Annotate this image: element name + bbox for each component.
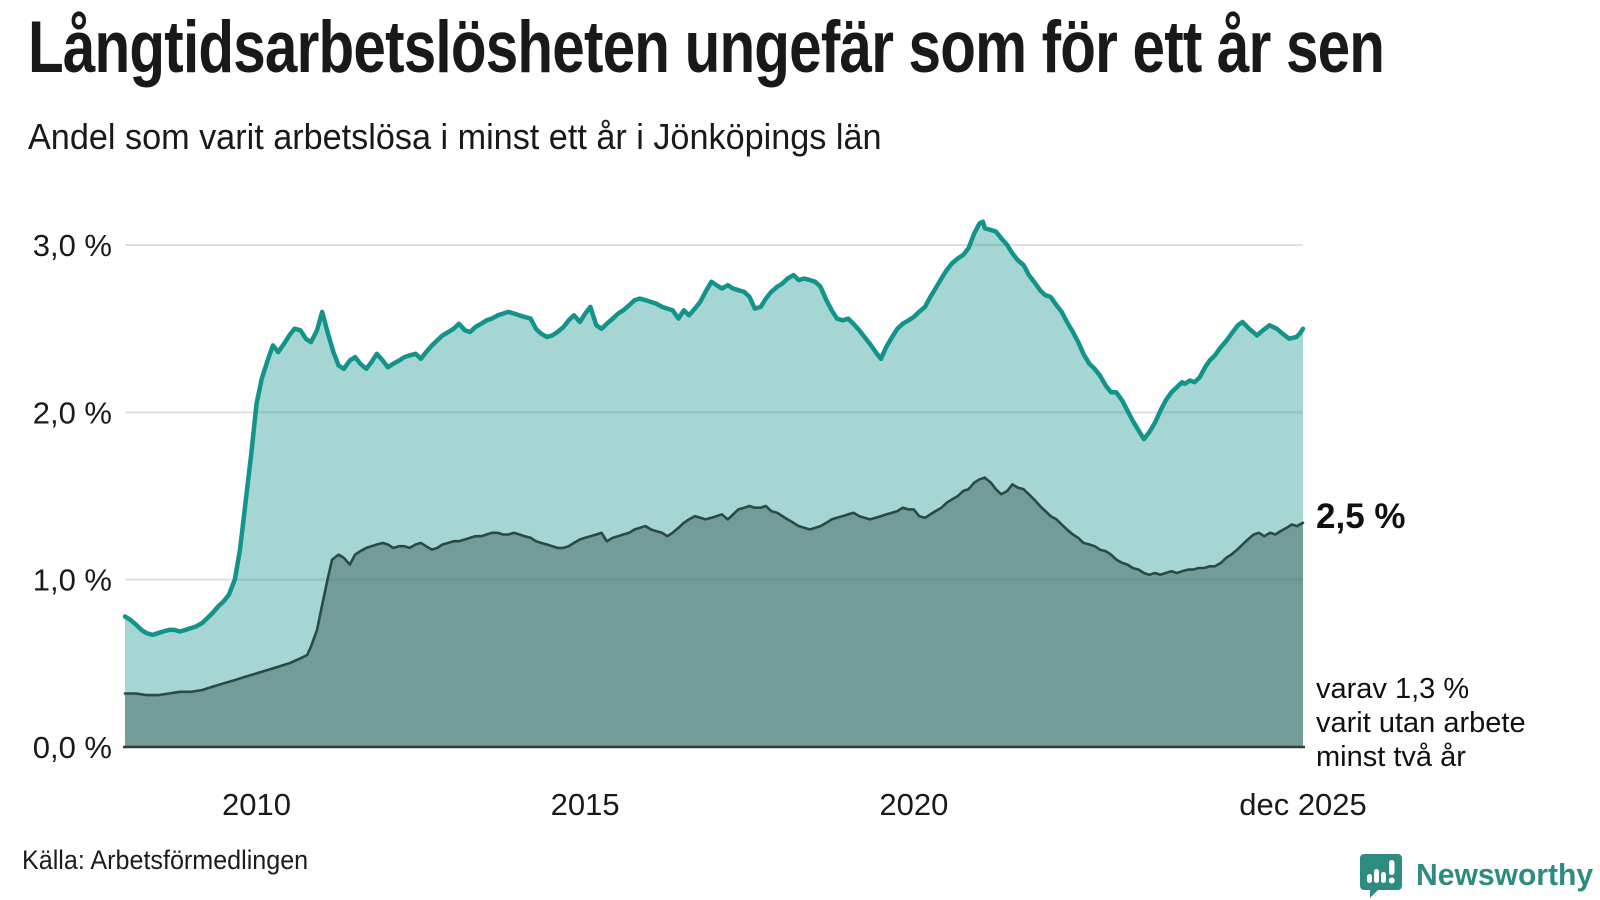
newsworthy-logo-icon	[1360, 854, 1402, 898]
y-tick-label: 0,0 %	[33, 730, 112, 765]
page-title: Långtidsarbetslösheten ungefär som för e…	[28, 7, 1385, 88]
series2-annotation-line2: varit utan arbete	[1316, 707, 1526, 739]
x-tick-label: 2010	[222, 787, 291, 822]
source-label: Källa: Arbetsförmedlingen	[22, 845, 309, 875]
x-tick-label: 2020	[879, 787, 948, 822]
series2-annotation-line1: varav 1,3 %	[1316, 673, 1470, 705]
series2-line	[123, 476, 1305, 697]
y-tick-label: 2,0 %	[33, 395, 112, 430]
area-chart-canvas: 0,0 % 1,0 % 2,0 % 3,0 % 2010 2015 2020 dec 2025	[33, 219, 1367, 822]
series2-area	[125, 477, 1303, 747]
series1-area	[125, 221, 1303, 748]
page-subtitle: Andel som varit arbetslösa i minst ett å…	[28, 116, 882, 157]
x-tick-label: 2015	[551, 787, 620, 822]
series1-line	[122, 219, 1306, 638]
newsworthy-logo: Newsworthy	[1358, 852, 1599, 898]
series2-annotation-label: varav 1,3 % varit utan arbete minst två …	[1316, 672, 1526, 774]
y-tick-label: 1,0 %	[33, 563, 112, 598]
series2-annotation-line3: minst två år	[1316, 741, 1466, 773]
y-tick-label: 3,0 %	[33, 228, 112, 263]
chart-area: 0,0 % 1,0 % 2,0 % 3,0 % 2010 2015 2020 dec 2025…	[0, 185, 1600, 845]
newsworthy-wordmark: Newsworthy	[1416, 857, 1594, 892]
series1-end-value-label: 2,5 %	[1316, 497, 1406, 536]
x-tick-label: dec 2025	[1239, 787, 1367, 822]
